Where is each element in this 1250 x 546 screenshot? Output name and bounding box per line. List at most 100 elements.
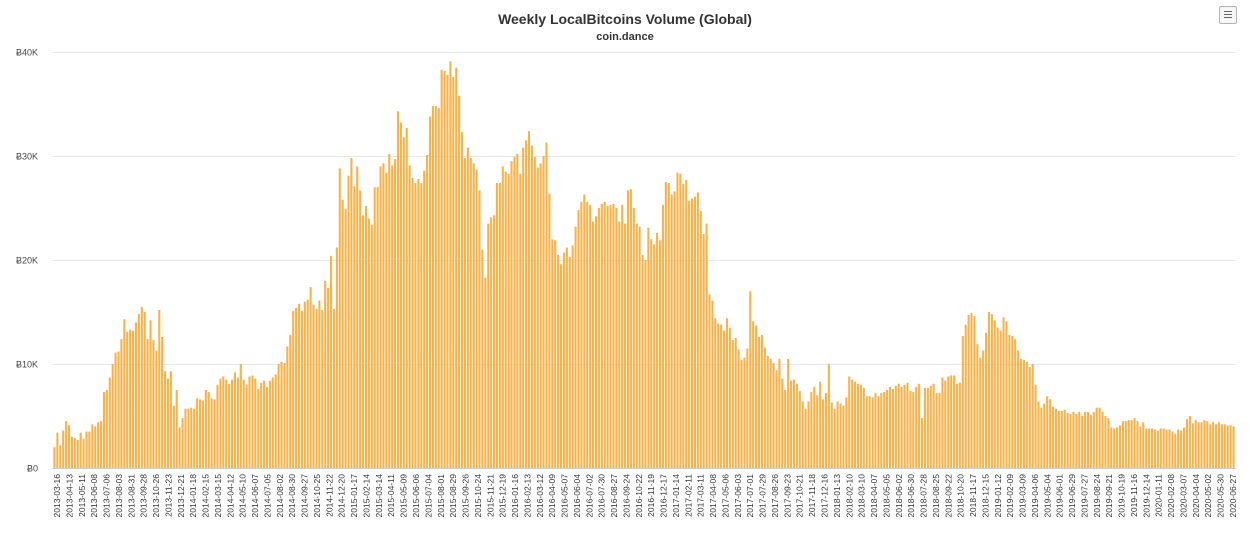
bar[interactable] [475,169,478,468]
bar[interactable] [702,234,705,468]
bar[interactable] [327,288,330,468]
bar[interactable] [428,116,432,468]
bar[interactable] [493,215,496,468]
bar[interactable] [440,69,443,469]
bar[interactable] [536,167,539,468]
bar[interactable] [1014,339,1017,468]
bar[interactable] [1046,396,1049,468]
bar[interactable] [1127,420,1130,468]
bar[interactable] [1153,429,1156,468]
bar[interactable] [990,314,993,468]
bar[interactable] [784,390,787,468]
bar[interactable] [900,386,903,468]
bar[interactable] [169,371,172,468]
bar[interactable] [612,203,615,468]
bar[interactable] [62,430,65,468]
bar[interactable] [312,304,315,468]
bar[interactable] [155,350,158,468]
bar[interactable] [923,387,926,468]
bar[interactable] [408,165,411,469]
bar[interactable] [344,209,347,469]
bar[interactable] [65,421,68,468]
bar[interactable] [606,205,609,469]
bar[interactable] [557,254,560,468]
bar[interactable] [297,303,301,468]
bar[interactable] [1017,350,1020,468]
bar[interactable] [880,393,883,468]
bar[interactable] [277,364,280,468]
bar[interactable] [108,377,111,468]
bar[interactable] [59,445,62,468]
bar[interactable] [231,379,234,468]
bar[interactable] [545,142,548,469]
bar[interactable] [938,393,941,468]
bar[interactable] [516,153,519,469]
bar[interactable] [1174,433,1177,468]
bar[interactable] [1025,361,1028,468]
bar[interactable] [303,301,306,468]
bar[interactable] [469,158,472,468]
bar[interactable] [88,431,91,468]
bar[interactable] [1110,427,1113,468]
bar[interactable] [842,405,845,468]
bar[interactable] [426,154,429,468]
bar[interactable] [883,392,886,468]
bar[interactable] [204,390,207,468]
bar[interactable] [102,392,105,468]
bar[interactable] [615,208,618,468]
bar[interactable] [658,240,662,468]
bar[interactable] [1086,411,1090,468]
bar[interactable] [1226,425,1229,468]
bar[interactable] [1095,407,1098,468]
bar[interactable] [1054,408,1058,468]
bar[interactable] [510,161,513,468]
bar[interactable] [1051,406,1055,468]
bar[interactable] [944,380,947,468]
bar[interactable] [126,331,129,468]
bar[interactable] [1209,424,1212,468]
bar[interactable] [664,182,667,468]
bar[interactable] [300,310,303,468]
bar[interactable] [178,427,181,468]
bar[interactable] [1107,418,1110,468]
bar[interactable] [443,70,446,468]
bar[interactable] [621,204,624,468]
bar[interactable] [827,364,830,468]
bar[interactable] [624,223,627,468]
bar[interactable] [999,330,1002,468]
bar[interactable] [787,358,790,468]
bar[interactable] [851,379,854,468]
bar[interactable] [618,221,621,468]
bar[interactable] [964,324,967,468]
bar[interactable] [286,346,289,468]
bar[interactable] [1194,420,1197,468]
bar[interactable] [955,383,959,468]
bar[interactable] [769,358,772,468]
bar[interactable] [766,355,769,468]
bar[interactable] [871,397,874,468]
bar[interactable] [341,199,344,468]
bar[interactable] [673,191,676,469]
bar[interactable] [740,359,743,468]
bar[interactable] [260,382,263,468]
bar[interactable] [877,396,880,468]
bar[interactable] [391,165,394,469]
bar[interactable] [263,380,266,468]
bar[interactable] [525,140,528,468]
bar[interactable] [484,277,487,468]
bar[interactable] [1206,421,1209,468]
bar[interactable] [228,383,231,468]
bar[interactable] [1212,422,1215,468]
bar[interactable] [1104,416,1107,468]
bar[interactable] [589,204,592,468]
bar[interactable] [906,382,909,468]
bar[interactable] [495,183,499,469]
bar[interactable] [859,384,862,468]
bar[interactable] [568,256,571,468]
bar[interactable] [455,67,458,468]
bar[interactable] [146,339,149,468]
bar[interactable] [763,347,766,468]
bar[interactable] [856,383,860,468]
bar[interactable] [123,319,126,468]
bar[interactable] [1121,421,1124,468]
